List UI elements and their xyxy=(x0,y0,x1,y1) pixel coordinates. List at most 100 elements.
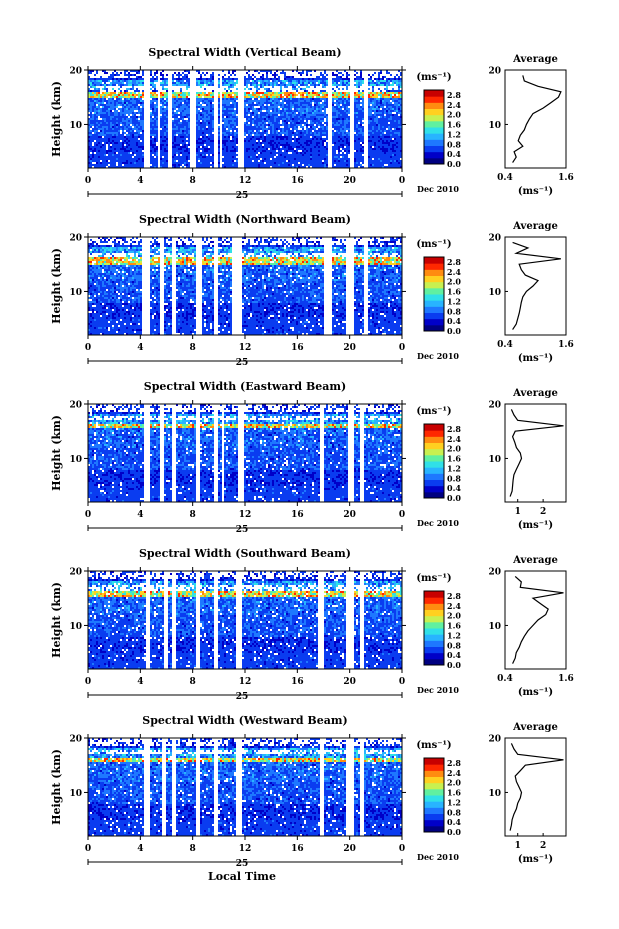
heatmap-cell xyxy=(298,154,300,156)
heatmap-cell xyxy=(268,138,270,140)
heatmap-cell xyxy=(182,140,184,142)
heatmap-cell xyxy=(204,88,206,90)
heatmap-cell xyxy=(318,82,320,84)
heatmap-cell xyxy=(346,80,348,82)
heatmap-cell xyxy=(228,160,230,162)
heatmap-cell xyxy=(122,78,124,80)
heatmap-cell xyxy=(224,138,226,140)
heatmap-cell xyxy=(114,80,116,82)
heatmap-cell xyxy=(346,140,348,142)
heatmap-cell xyxy=(354,84,356,86)
heatmap-cell xyxy=(270,122,272,124)
heatmap-cell xyxy=(268,134,270,136)
heatmap-cell xyxy=(284,162,286,164)
heatmap-cell xyxy=(128,78,130,80)
heatmap-cell xyxy=(280,116,282,118)
heatmap-cell xyxy=(284,156,286,158)
heatmap-cell xyxy=(312,154,314,156)
heatmap-cell xyxy=(368,118,370,120)
heatmap-cell xyxy=(302,128,304,130)
heatmap-cell xyxy=(184,104,186,106)
heatmap-cell xyxy=(224,84,226,86)
heatmap-cell xyxy=(246,148,248,150)
heatmap-cell xyxy=(94,96,96,98)
heatmap-cell xyxy=(266,120,268,122)
heatmap-cell xyxy=(188,144,190,146)
heatmap-cell xyxy=(228,112,230,114)
heatmap-cell xyxy=(94,126,96,128)
heatmap-cell xyxy=(208,122,210,124)
heatmap-cell xyxy=(294,96,296,98)
heatmap-cell xyxy=(302,136,304,138)
heatmap-cell xyxy=(318,118,320,120)
heatmap-cell xyxy=(236,118,238,120)
heatmap-cell xyxy=(154,104,156,106)
heatmap-cell xyxy=(196,96,198,98)
heatmap-cell xyxy=(228,98,230,100)
heatmap-cell xyxy=(102,92,104,94)
heatmap-cell xyxy=(234,70,236,72)
heatmap-cell xyxy=(282,132,284,134)
heatmap-cell xyxy=(110,116,112,118)
heatmap-cell xyxy=(110,98,112,100)
heatmap-cell xyxy=(166,122,168,124)
heatmap-cell xyxy=(320,78,322,80)
heatmap-cell xyxy=(134,134,136,136)
heatmap-cell xyxy=(302,162,304,164)
heatmap-cell xyxy=(166,98,168,100)
heatmap-cell xyxy=(246,156,248,158)
heatmap-cell xyxy=(260,70,262,72)
heatmap-cell xyxy=(308,70,310,72)
heatmap-cell xyxy=(316,94,318,96)
heatmap-cell xyxy=(354,118,356,120)
heatmap-cell xyxy=(128,128,130,130)
heatmap-cell xyxy=(246,158,248,160)
heatmap-cell xyxy=(160,144,162,146)
heatmap-cell xyxy=(348,78,350,80)
heatmap-cell xyxy=(112,116,114,118)
heatmap-cell xyxy=(112,130,114,132)
heatmap-cell xyxy=(206,78,208,80)
heatmap-cell xyxy=(176,74,178,76)
heatmap-cell xyxy=(290,162,292,164)
heatmap-cell xyxy=(278,150,280,152)
heatmap-cell xyxy=(176,106,178,108)
heatmap-cell xyxy=(118,114,120,116)
heatmap-cell xyxy=(362,136,364,138)
heatmap-cell xyxy=(180,156,182,158)
heatmap-cell xyxy=(180,108,182,110)
heatmap-cell xyxy=(104,84,106,86)
heatmap-cell xyxy=(94,154,96,156)
heatmap-cell xyxy=(254,166,256,168)
heatmap-cell xyxy=(306,84,308,86)
heatmap-cell xyxy=(346,152,348,154)
heatmap-cell xyxy=(274,166,276,168)
heatmap-cell xyxy=(226,164,228,166)
heatmap-cell xyxy=(348,122,350,124)
heatmap-cell xyxy=(210,126,212,128)
heatmap-cell xyxy=(230,118,232,120)
heatmap-cell xyxy=(184,76,186,78)
heatmap-cell xyxy=(230,156,232,158)
heatmap-cell xyxy=(152,108,154,110)
heatmap-cell xyxy=(310,112,312,114)
heatmap-cell xyxy=(340,82,342,84)
heatmap-cell xyxy=(290,116,292,118)
heatmap-cell xyxy=(196,80,198,82)
heatmap-cell xyxy=(218,150,220,152)
heatmap-cell xyxy=(232,116,234,118)
heatmap-cell xyxy=(306,120,308,122)
heatmap-cell xyxy=(362,152,364,154)
heatmap-cell xyxy=(100,94,102,96)
heatmap-cell xyxy=(262,136,264,138)
heatmap-cell xyxy=(204,120,206,122)
heatmap-cell xyxy=(308,82,310,84)
heatmap-cell xyxy=(274,162,276,164)
heatmap-cell xyxy=(120,82,122,84)
heatmap-cell xyxy=(164,134,166,136)
heatmap-cell xyxy=(154,120,156,122)
heatmap-cell xyxy=(324,150,326,152)
heatmap-cell xyxy=(264,126,266,128)
heatmap-cell xyxy=(126,166,128,168)
heatmap-cell xyxy=(322,164,324,166)
